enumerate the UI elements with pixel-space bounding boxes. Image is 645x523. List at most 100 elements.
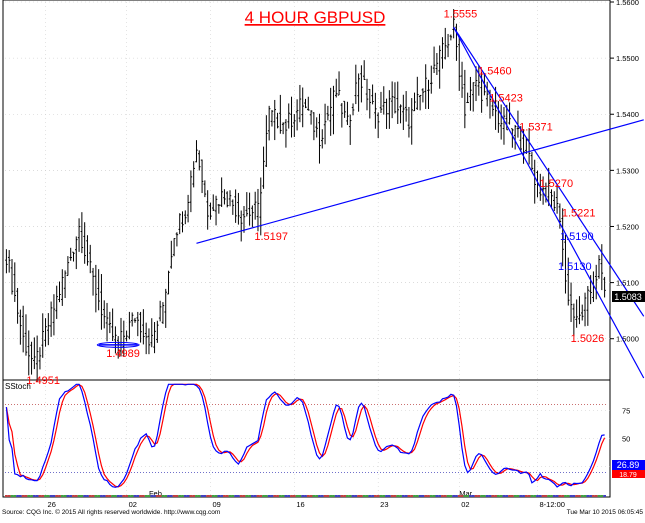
session-marker [27, 495, 31, 497]
session-marker [320, 495, 324, 497]
session-marker [38, 495, 42, 497]
session-marker [413, 495, 416, 497]
session-marker [594, 495, 598, 497]
session-marker [60, 495, 64, 497]
price-annotation: 1.5197 [254, 231, 288, 243]
session-marker [309, 495, 313, 497]
session-marker [102, 495, 106, 497]
session-marker [337, 495, 341, 497]
session-marker [189, 495, 193, 497]
session-marker [580, 495, 584, 497]
session-marker [390, 495, 394, 497]
session-marker [41, 495, 45, 497]
session-marker [438, 495, 442, 497]
session-marker [49, 495, 53, 497]
session-marker [5, 495, 8, 497]
session-marker [164, 495, 168, 497]
session-marker [583, 495, 587, 497]
session-marker [410, 495, 414, 497]
price-annotation: 1.4989 [106, 348, 140, 360]
session-marker [427, 495, 430, 497]
chart-title: 4 HOUR GBPUSD [245, 8, 386, 27]
session-marker [474, 495, 478, 497]
session-marker [455, 495, 458, 497]
session-marker [147, 495, 151, 497]
session-marker [368, 495, 372, 497]
session-marker [139, 495, 142, 497]
support-ellipse [96, 341, 140, 348]
time-axis-label: 02 [129, 500, 137, 509]
time-axis-label: 23 [380, 500, 388, 509]
session-marker [150, 495, 154, 497]
price-axis-label: 1.5000 [616, 335, 639, 344]
stoch-axis-label: 75 [622, 406, 630, 415]
session-marker [477, 495, 481, 497]
session-marker [186, 495, 190, 497]
session-marker [197, 495, 201, 497]
session-marker [122, 495, 126, 497]
session-marker [385, 495, 388, 497]
time-axis-label: 8-12:00 [540, 500, 565, 509]
session-marker [555, 495, 559, 497]
session-marker [108, 495, 112, 497]
price-annotation: 1.5460 [478, 66, 512, 78]
session-marker [354, 495, 358, 497]
session-marker [276, 495, 279, 497]
session-marker [127, 495, 131, 497]
session-marker [228, 495, 232, 497]
session-marker [144, 495, 148, 497]
price-annotation: 1.5221 [562, 208, 596, 220]
session-marker [273, 495, 277, 497]
session-marker [24, 495, 28, 497]
session-marker [167, 495, 170, 497]
stoch-title: SStoch [5, 382, 31, 391]
session-marker [94, 495, 98, 497]
session-marker [295, 495, 299, 497]
time-axis-label: 09 [212, 500, 220, 509]
session-marker [499, 495, 503, 497]
session-marker [564, 495, 567, 497]
session-marker [432, 495, 436, 497]
session-marker [348, 495, 352, 497]
session-marker [10, 495, 14, 497]
session-marker [365, 495, 369, 497]
session-marker [357, 495, 361, 497]
stoch-k-label: 26.89 [617, 460, 640, 470]
session-marker [524, 495, 528, 497]
session-marker [77, 495, 81, 497]
session-marker [603, 495, 606, 497]
session-marker [578, 495, 581, 497]
session-marker [527, 495, 531, 497]
price-annotation: 1.5555 [444, 8, 478, 20]
session-marker [575, 495, 579, 497]
session-marker [256, 495, 260, 497]
session-marker [488, 495, 492, 497]
session-marker [494, 495, 497, 497]
session-marker [589, 495, 593, 497]
session-marker [561, 495, 565, 497]
session-marker [21, 495, 25, 497]
session-marker [326, 495, 330, 497]
session-marker [323, 495, 327, 497]
session-marker [457, 495, 461, 497]
stoch-d-box [612, 470, 645, 478]
session-marker [496, 495, 500, 497]
session-marker [471, 495, 475, 497]
session-marker [74, 495, 78, 497]
session-marker [259, 495, 263, 497]
session-marker [387, 495, 391, 497]
session-marker [376, 495, 380, 497]
session-marker [97, 495, 101, 497]
session-marker [83, 495, 87, 497]
session-marker [558, 495, 562, 497]
session-marker [362, 495, 366, 497]
session-marker [141, 495, 145, 497]
session-marker [329, 495, 333, 497]
month-label: Feb [149, 489, 162, 498]
session-marker [200, 495, 204, 497]
session-marker [30, 495, 33, 497]
session-marker [88, 495, 92, 497]
session-marker [508, 495, 511, 497]
session-marker [393, 495, 397, 497]
session-marker [136, 495, 140, 497]
